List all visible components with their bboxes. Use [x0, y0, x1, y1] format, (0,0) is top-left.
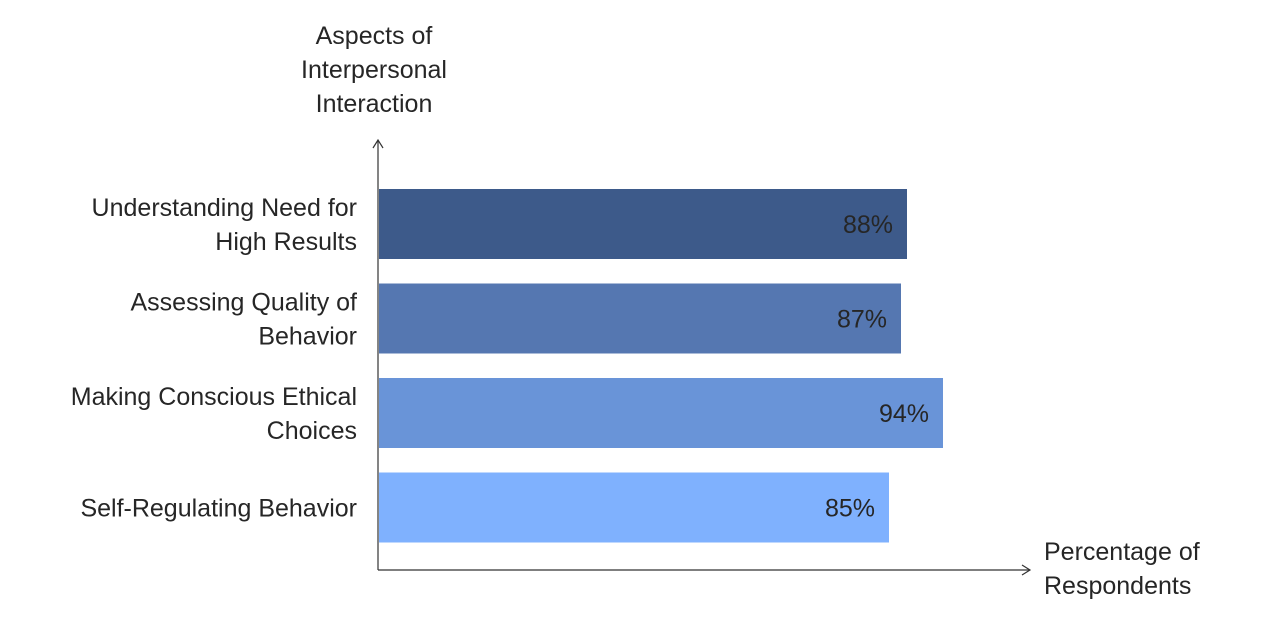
bar-value-label: 94%: [879, 400, 929, 428]
category-label-line: High Results: [215, 228, 357, 256]
bar-value-label: 87%: [837, 306, 887, 334]
x-axis-title-line: Respondents: [1044, 572, 1191, 600]
y-axis-title: Aspects of Interpersonal Interaction: [301, 22, 447, 118]
category-label-line: Self-Regulating Behavior: [80, 495, 357, 523]
axes: [372, 138, 1032, 576]
category-label-line: Assessing Quality of: [131, 289, 358, 317]
x-axis-title: Percentage of Respondents: [1044, 538, 1200, 600]
category-label-line: Choices: [267, 417, 357, 445]
y-axis-arrow-icon: [372, 138, 384, 149]
bar-value-label: 88%: [843, 211, 893, 239]
bar: [379, 378, 943, 448]
bar: [379, 189, 907, 259]
x-axis-arrow-icon: [1021, 564, 1032, 576]
category-label: Making Conscious Ethical Choices: [71, 383, 357, 445]
category-label: Assessing Quality of Behavior: [131, 289, 358, 351]
category-label-line: Understanding Need for: [92, 194, 357, 222]
bar-value-label: 85%: [825, 495, 875, 523]
category-label: Self-Regulating Behavior: [80, 495, 357, 523]
category-label-line: Making Conscious Ethical: [71, 383, 357, 411]
bar: [379, 283, 901, 354]
labels: Aspects of Interpersonal Interaction Percen…: [71, 22, 1200, 600]
category-label: Understanding Need for High Results: [92, 194, 357, 256]
y-axis-title-line: Interaction: [316, 90, 433, 118]
x-axis-title-line: Percentage of: [1044, 538, 1200, 566]
bar: [379, 472, 889, 543]
y-axis-title-line: Interpersonal: [301, 56, 447, 84]
y-axis-title-line: Aspects of: [316, 22, 433, 50]
bars: [379, 189, 943, 543]
category-label-line: Behavior: [258, 323, 357, 351]
